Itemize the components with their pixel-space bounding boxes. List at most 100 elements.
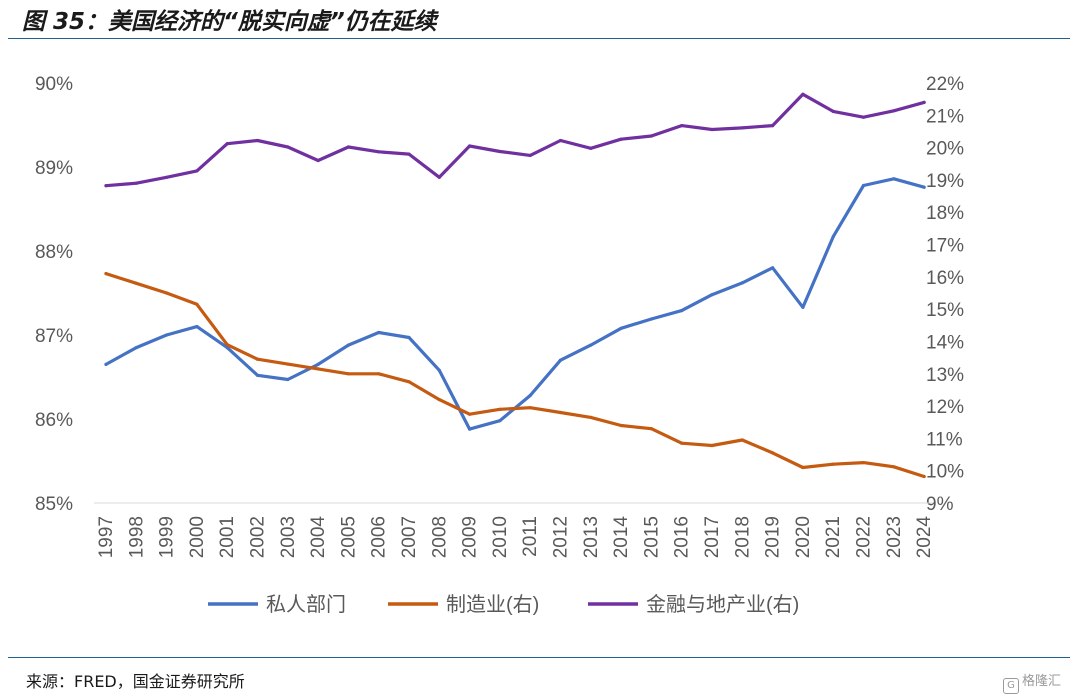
- data-point: [922, 100, 926, 104]
- data-point: [740, 438, 744, 442]
- data-point: [316, 362, 320, 366]
- x-tick-label: 2013: [581, 516, 602, 558]
- data-point: [468, 412, 472, 416]
- series-line: [104, 177, 926, 431]
- data-point: [104, 362, 108, 366]
- legend-label: 金融与地产业(右): [646, 593, 799, 616]
- data-point: [407, 335, 411, 340]
- right-tick-label: 21%: [926, 106, 964, 127]
- data-point: [225, 142, 229, 146]
- x-tick-label: 2016: [672, 516, 693, 558]
- right-tick-label: 20%: [926, 139, 964, 160]
- legend-label: 制造业(右): [446, 593, 539, 616]
- data-point: [710, 127, 714, 132]
- data-point: [649, 317, 654, 321]
- data-point: [316, 367, 320, 371]
- data-point: [437, 175, 441, 179]
- data-point: [528, 393, 532, 398]
- data-point: [801, 305, 805, 309]
- x-tick-label: 2001: [217, 516, 238, 558]
- data-point: [710, 293, 714, 297]
- right-tick-label: 9%: [926, 494, 954, 515]
- left-tick-label: 88%: [35, 242, 73, 263]
- data-point: [286, 377, 290, 382]
- left-tick-label: 89%: [35, 158, 73, 179]
- x-tick-label: 2021: [823, 516, 844, 558]
- data-point: [619, 423, 623, 428]
- data-point: [771, 124, 775, 128]
- data-point: [346, 145, 350, 149]
- data-point: [165, 333, 169, 337]
- data-point: [680, 309, 684, 313]
- data-point: [225, 343, 229, 347]
- data-point: [528, 153, 532, 157]
- x-tick-label: 1999: [157, 516, 178, 558]
- x-tick-label: 1998: [126, 516, 147, 558]
- data-point: [589, 343, 593, 347]
- x-tick-label: 1997: [96, 516, 117, 558]
- data-point: [680, 441, 684, 445]
- data-point: [861, 183, 866, 188]
- x-tick-label: 2002: [248, 516, 269, 558]
- top-rule: [8, 38, 1070, 39]
- data-point: [771, 451, 775, 455]
- watermark: G 格隆汇: [1003, 670, 1061, 694]
- data-point: [346, 343, 350, 347]
- data-point: [195, 302, 199, 306]
- x-tick-label: 2006: [369, 516, 390, 558]
- right-tick-label: 19%: [926, 171, 964, 192]
- data-point: [468, 144, 472, 148]
- x-tick-label: 2007: [399, 516, 420, 558]
- left-tick-label: 90%: [35, 74, 73, 95]
- x-tick-label: 2014: [611, 516, 632, 559]
- x-tick-label: 2009: [460, 516, 481, 558]
- data-point: [892, 109, 896, 113]
- x-tick-label: 2011: [520, 516, 541, 557]
- data-point: [255, 373, 260, 377]
- data-point: [589, 146, 593, 150]
- data-point: [407, 380, 411, 384]
- x-tick-label: 2004: [308, 516, 329, 559]
- x-tick-label: 2003: [278, 516, 299, 558]
- data-point: [286, 145, 290, 149]
- data-point: [346, 372, 350, 376]
- data-point: [195, 169, 199, 173]
- data-point: [771, 266, 775, 270]
- watermark-logo-icon: G: [1003, 678, 1019, 694]
- data-point: [619, 326, 623, 330]
- data-point: [892, 465, 896, 469]
- data-point: [558, 138, 563, 143]
- right-tick-label: 17%: [926, 236, 964, 257]
- data-point: [801, 465, 805, 470]
- data-point: [589, 415, 593, 419]
- data-point: [498, 149, 502, 154]
- data-point: [558, 410, 563, 415]
- data-point: [377, 150, 381, 154]
- right-tick-label: 11%: [926, 429, 963, 450]
- data-point: [922, 474, 926, 479]
- data-point: [740, 126, 744, 130]
- data-point: [831, 109, 835, 113]
- right-tick-label: 12%: [926, 397, 964, 418]
- x-tick-label: 2024: [914, 516, 935, 559]
- x-tick-label: 2000: [187, 516, 208, 558]
- x-tick-label: 2023: [884, 516, 905, 558]
- data-point: [134, 346, 138, 350]
- data-point: [528, 406, 532, 410]
- right-tick-label: 22%: [926, 74, 964, 95]
- right-tick-label: 13%: [926, 365, 964, 386]
- data-point: [255, 357, 260, 361]
- source-note: 来源：FRED，国金证券研究所: [26, 672, 245, 691]
- data-point: [831, 462, 835, 466]
- right-tick-label: 16%: [926, 268, 964, 289]
- x-tick-label: 2022: [854, 516, 875, 558]
- right-tick-label: 14%: [926, 332, 964, 353]
- x-tick-label: 2015: [641, 516, 662, 558]
- data-point: [286, 362, 290, 366]
- x-tick-label: 2008: [429, 516, 450, 558]
- data-point: [255, 138, 260, 143]
- data-point: [134, 181, 138, 185]
- left-tick-label: 85%: [35, 494, 73, 515]
- data-point: [165, 291, 169, 295]
